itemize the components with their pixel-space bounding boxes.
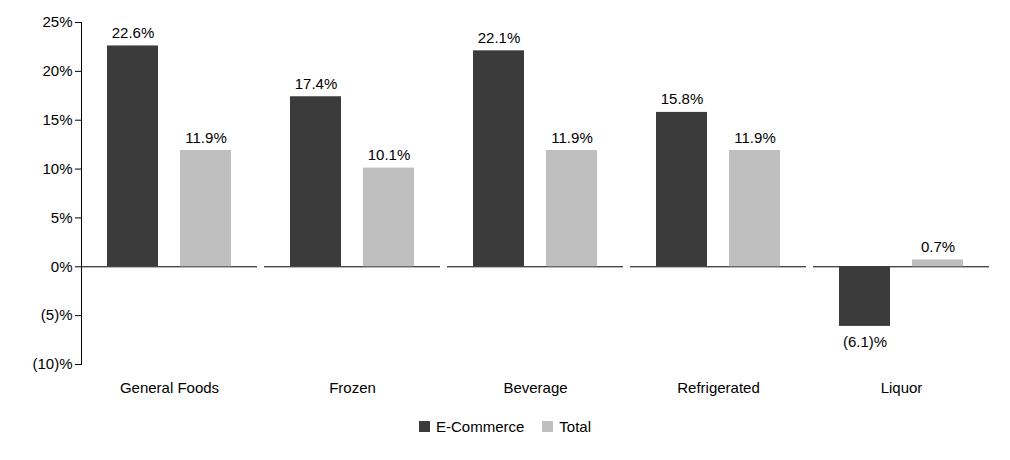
- svg-text:20%: 20%: [42, 62, 72, 79]
- svg-text:25%: 25%: [42, 13, 72, 30]
- svg-text:17.4%: 17.4%: [295, 75, 338, 92]
- svg-text:(10)%: (10)%: [32, 355, 72, 372]
- svg-text:General Foods: General Foods: [120, 379, 219, 396]
- svg-text:Refrigerated: Refrigerated: [677, 379, 760, 396]
- svg-text:Liquor: Liquor: [881, 379, 923, 396]
- svg-text:15.8%: 15.8%: [661, 90, 704, 107]
- svg-text:10%: 10%: [42, 160, 72, 177]
- html-text:E-Commerce: E-Commerce: [436, 418, 525, 435]
- svg-text:15%: 15%: [42, 111, 72, 128]
- svg-text:Frozen: Frozen: [329, 379, 376, 396]
- svg-text:0.7%: 0.7%: [921, 238, 955, 255]
- svg-text:0%: 0%: [51, 258, 73, 275]
- svg-text:11.9%: 11.9%: [185, 129, 226, 146]
- svg-text:11.9%: 11.9%: [551, 129, 592, 146]
- svg-text:22.1%: 22.1%: [478, 29, 521, 46]
- svg-text:22.6%: 22.6%: [112, 24, 155, 41]
- svg-text:10.1%: 10.1%: [368, 146, 411, 163]
- svg-text:Beverage: Beverage: [503, 379, 567, 396]
- svg-text:(5)%: (5)%: [41, 306, 73, 323]
- svg-text:11.9%: 11.9%: [734, 129, 775, 146]
- svg-text:5%: 5%: [51, 209, 73, 226]
- svg-text:(6.1)%: (6.1)%: [843, 333, 887, 350]
- html-text:Total: Total: [559, 418, 591, 435]
